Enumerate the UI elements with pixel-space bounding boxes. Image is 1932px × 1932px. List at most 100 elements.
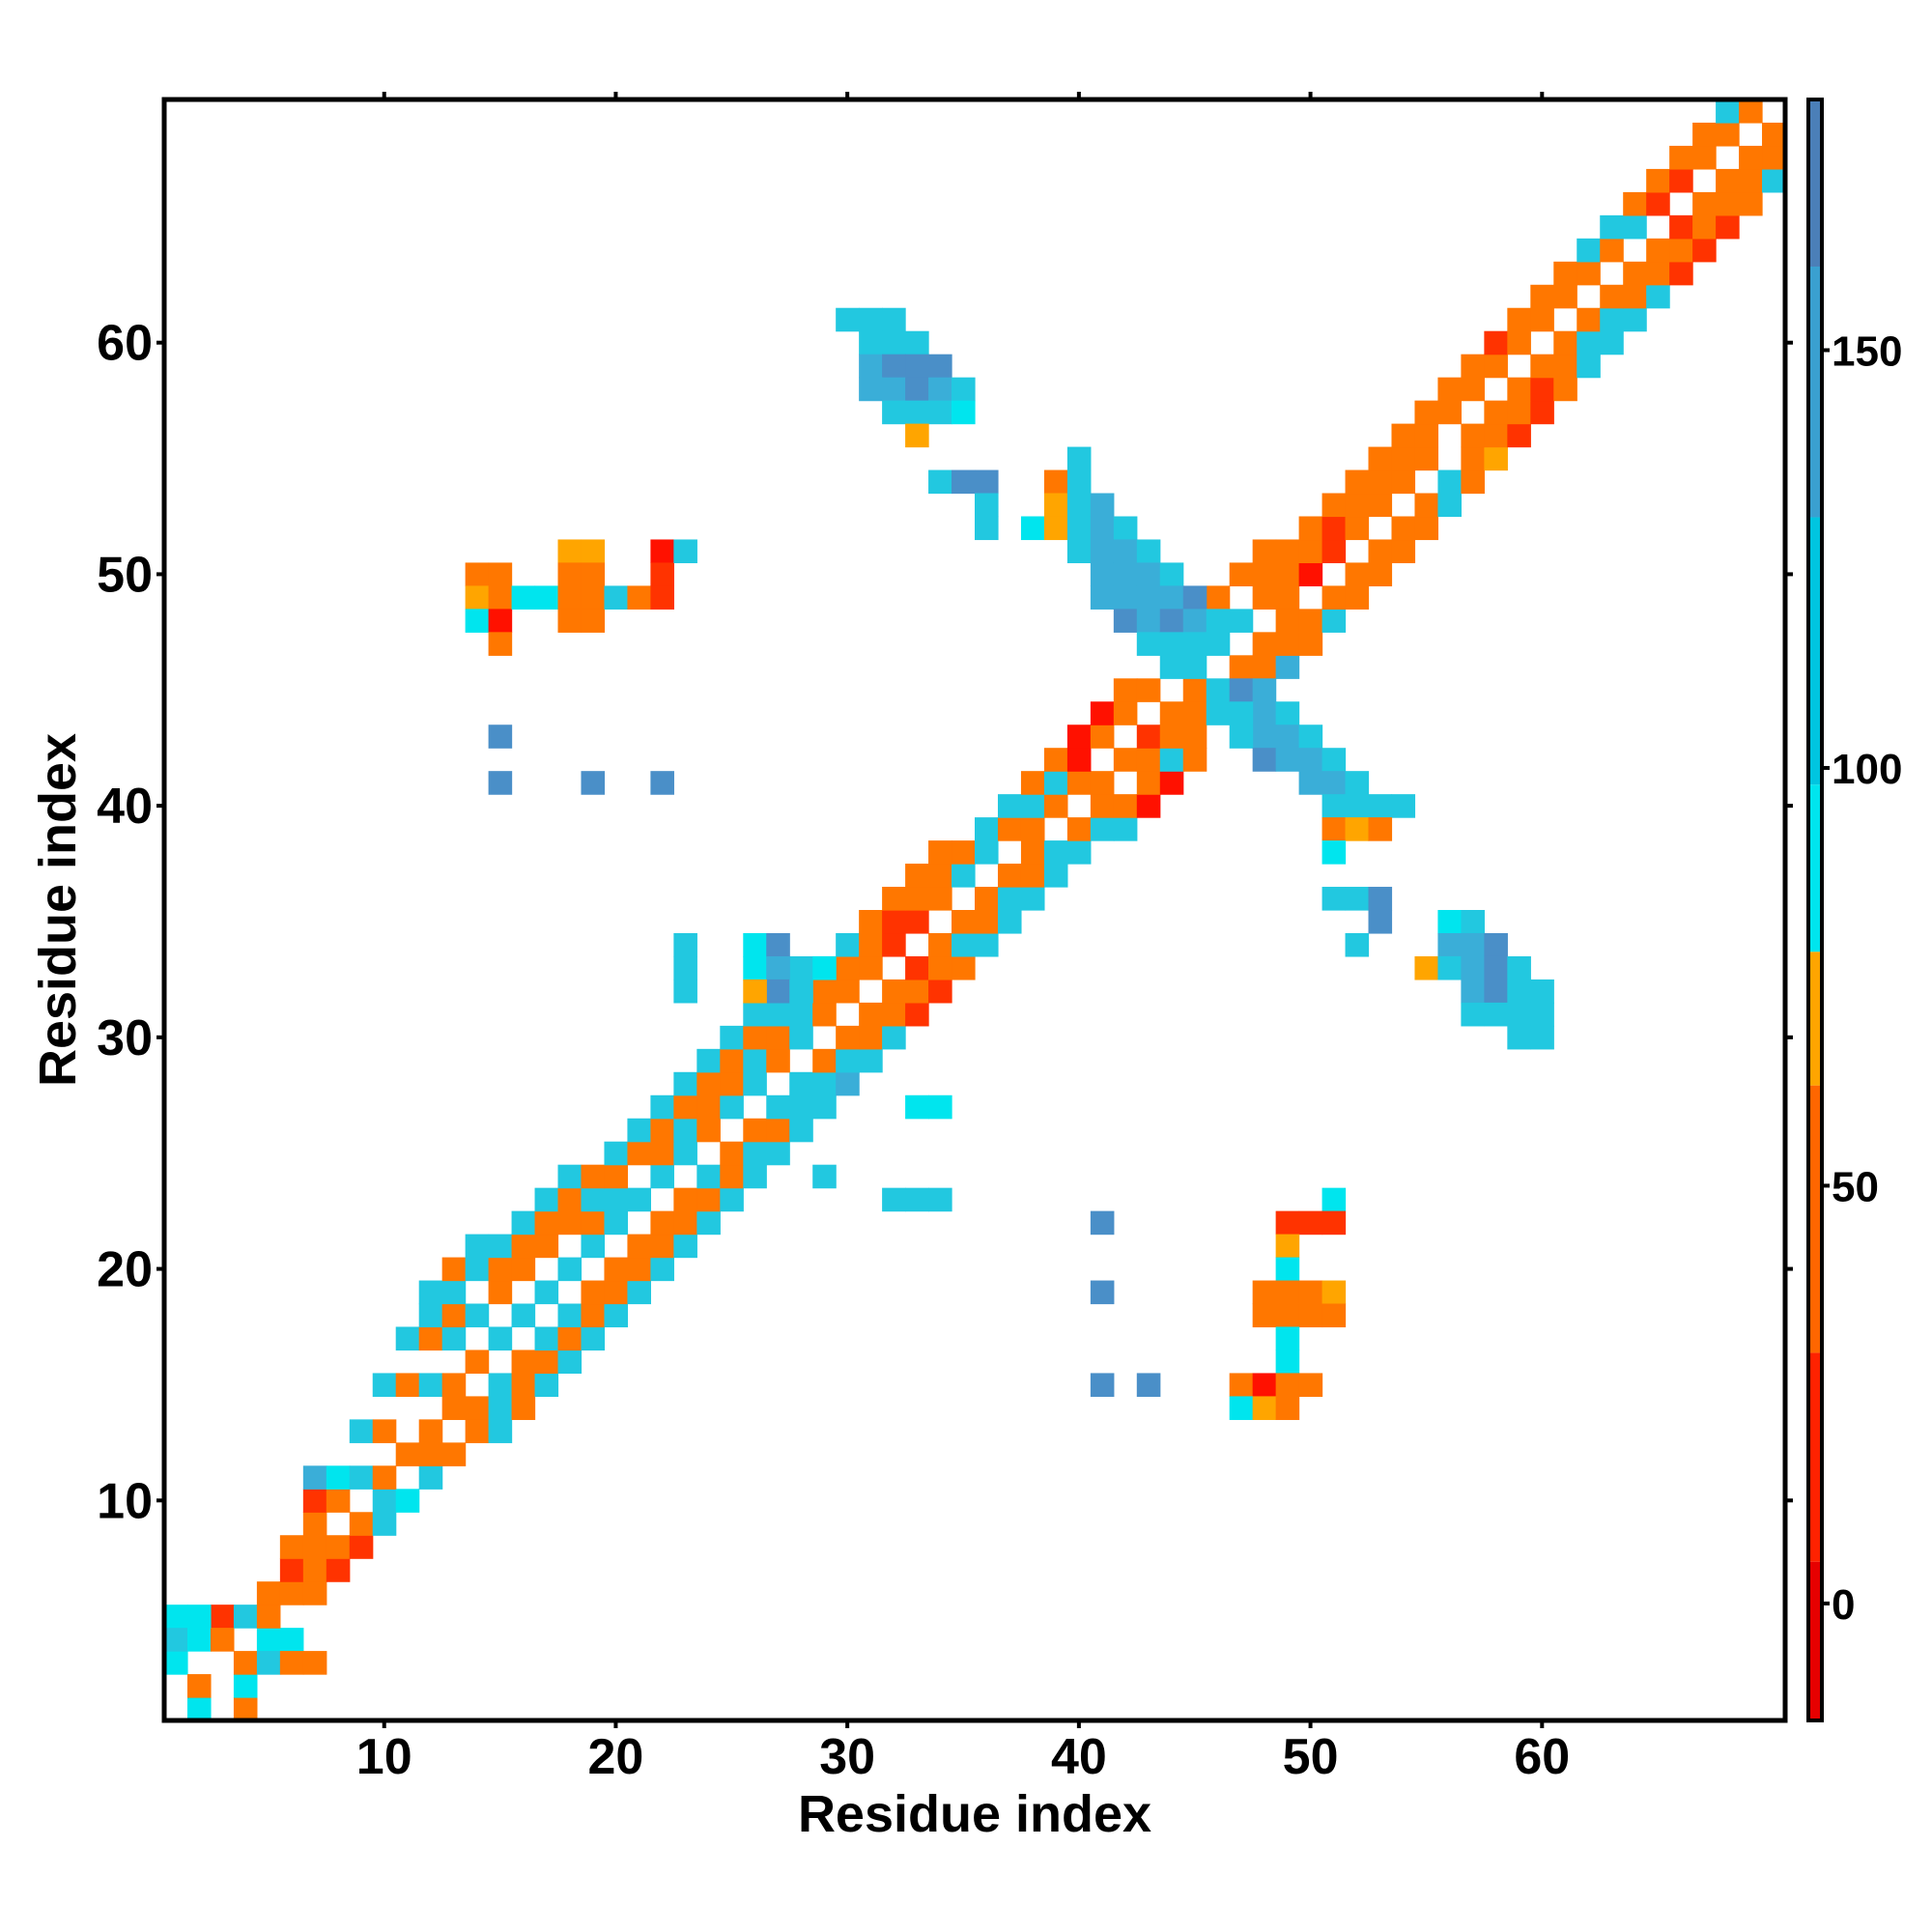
heatmap-cell <box>1368 887 1393 911</box>
heatmap-cell <box>1020 817 1045 841</box>
heatmap-cell <box>1043 794 1068 818</box>
heatmap-cell <box>627 1141 651 1166</box>
heatmap-cell <box>581 771 606 795</box>
heatmap-cell <box>1252 1396 1277 1420</box>
heatmap-cell <box>441 1373 467 1397</box>
heatmap-cell <box>488 1257 513 1282</box>
heatmap-cell <box>441 1326 467 1351</box>
heatmap-cell <box>441 1303 467 1328</box>
heatmap-cell <box>1298 562 1323 586</box>
heatmap-cell <box>1461 377 1485 402</box>
heatmap-cell <box>743 932 767 957</box>
heatmap-cell <box>836 1071 860 1096</box>
heatmap-cell <box>581 1280 606 1305</box>
heatmap-cell <box>1321 539 1347 564</box>
heatmap-cell <box>859 330 883 355</box>
heatmap-cell <box>1159 609 1184 633</box>
heatmap-cell <box>581 539 606 564</box>
heatmap-cell <box>1623 284 1647 309</box>
x-tick-labels: 10 20 30 40 50 60 <box>356 1729 1570 1785</box>
heatmap-cell <box>488 1419 513 1443</box>
heatmap-cell <box>1252 632 1277 656</box>
heatmap-cell <box>766 1025 790 1050</box>
heatmap-cell <box>1113 609 1138 633</box>
heatmap-cell <box>511 1303 536 1328</box>
heatmap-cell <box>1391 794 1416 818</box>
heatmap-cell <box>905 979 929 1004</box>
heatmap-cell <box>1182 748 1208 772</box>
colorbar-frame <box>1806 98 1824 1722</box>
heatmap-cell <box>1252 539 1277 564</box>
heatmap-cell <box>789 1118 813 1143</box>
heatmap-cell <box>1136 748 1161 772</box>
heatmap-cell <box>557 609 582 633</box>
heatmap-cell <box>1414 955 1439 980</box>
heatmap-cell <box>326 1558 351 1582</box>
heatmap-cell <box>789 1071 813 1096</box>
heatmap-cell <box>928 377 952 402</box>
heatmap-cell <box>1206 632 1231 656</box>
colorbar-segment <box>1808 952 1822 1086</box>
heatmap-cell <box>1229 609 1254 633</box>
heatmap-cell <box>1043 748 1068 772</box>
heatmap-cell <box>1345 794 1370 818</box>
heatmap-cell <box>1136 771 1161 795</box>
heatmap-cell <box>720 1048 744 1073</box>
heatmap-cell <box>465 1396 490 1420</box>
heatmap-cell <box>673 1234 697 1259</box>
heatmap-cell <box>696 1210 721 1236</box>
heatmap-cell <box>1739 191 1763 216</box>
heatmap-cell <box>1507 377 1531 402</box>
heatmap-cell <box>1252 748 1277 772</box>
heatmap-cell <box>488 1280 513 1305</box>
heatmap-cell <box>1321 794 1347 818</box>
heatmap-cell <box>1113 794 1138 818</box>
heatmap-cell <box>696 1048 721 1073</box>
heatmap-cell <box>1391 469 1416 495</box>
heatmap-cell <box>1600 238 1624 263</box>
heatmap-cell <box>210 1605 235 1629</box>
colorbar-tick-label: 150 <box>1832 327 1902 375</box>
heatmap-cell <box>1461 910 1485 934</box>
heatmap-cell <box>836 932 860 957</box>
heatmap-cell <box>1182 632 1208 656</box>
heatmap-cell <box>743 1048 767 1073</box>
heatmap-cell <box>905 864 929 888</box>
heatmap-cell <box>1159 655 1184 679</box>
heatmap-cell <box>1090 516 1115 541</box>
heatmap-cell <box>1159 632 1184 656</box>
heatmap-cell <box>1507 1002 1531 1027</box>
heatmap-cell <box>186 1697 212 1721</box>
heatmap-cell <box>650 1257 674 1282</box>
heatmap-cell <box>1159 701 1184 725</box>
heatmap-cell <box>905 423 929 448</box>
heatmap-cell <box>882 400 906 425</box>
heatmap-cell <box>1252 701 1277 725</box>
heatmap-cell <box>1275 701 1300 725</box>
heatmap-cell <box>233 1697 258 1721</box>
heatmap-cell <box>812 979 837 1004</box>
heatmap-cell <box>1066 446 1092 471</box>
heatmap-cell <box>1136 632 1161 656</box>
heatmap-cell <box>696 1187 721 1212</box>
heatmap-cell <box>1275 539 1300 564</box>
heatmap-cell <box>1762 145 1786 170</box>
heatmap-cell <box>997 864 1022 888</box>
heatmap-cell <box>1437 932 1462 957</box>
heatmap-cell <box>1275 1303 1300 1328</box>
heatmap-cell <box>743 1002 767 1027</box>
heatmap-cell <box>673 1187 697 1212</box>
heatmap-cell <box>650 562 674 586</box>
heatmap-cell <box>859 1025 883 1050</box>
heatmap-cell <box>1762 122 1786 147</box>
heatmap-cell <box>488 1373 513 1397</box>
heatmap-cell <box>1066 724 1092 749</box>
heatmap-cell <box>1368 446 1393 471</box>
colorbar-segment <box>1808 784 1822 952</box>
heatmap-cell <box>952 955 976 980</box>
y-tick-label: 40 <box>97 779 153 835</box>
heatmap-cell <box>673 1210 697 1236</box>
heatmap-cell <box>905 330 929 355</box>
heatmap-cell <box>1206 585 1231 610</box>
heatmap-cell <box>1646 261 1670 286</box>
